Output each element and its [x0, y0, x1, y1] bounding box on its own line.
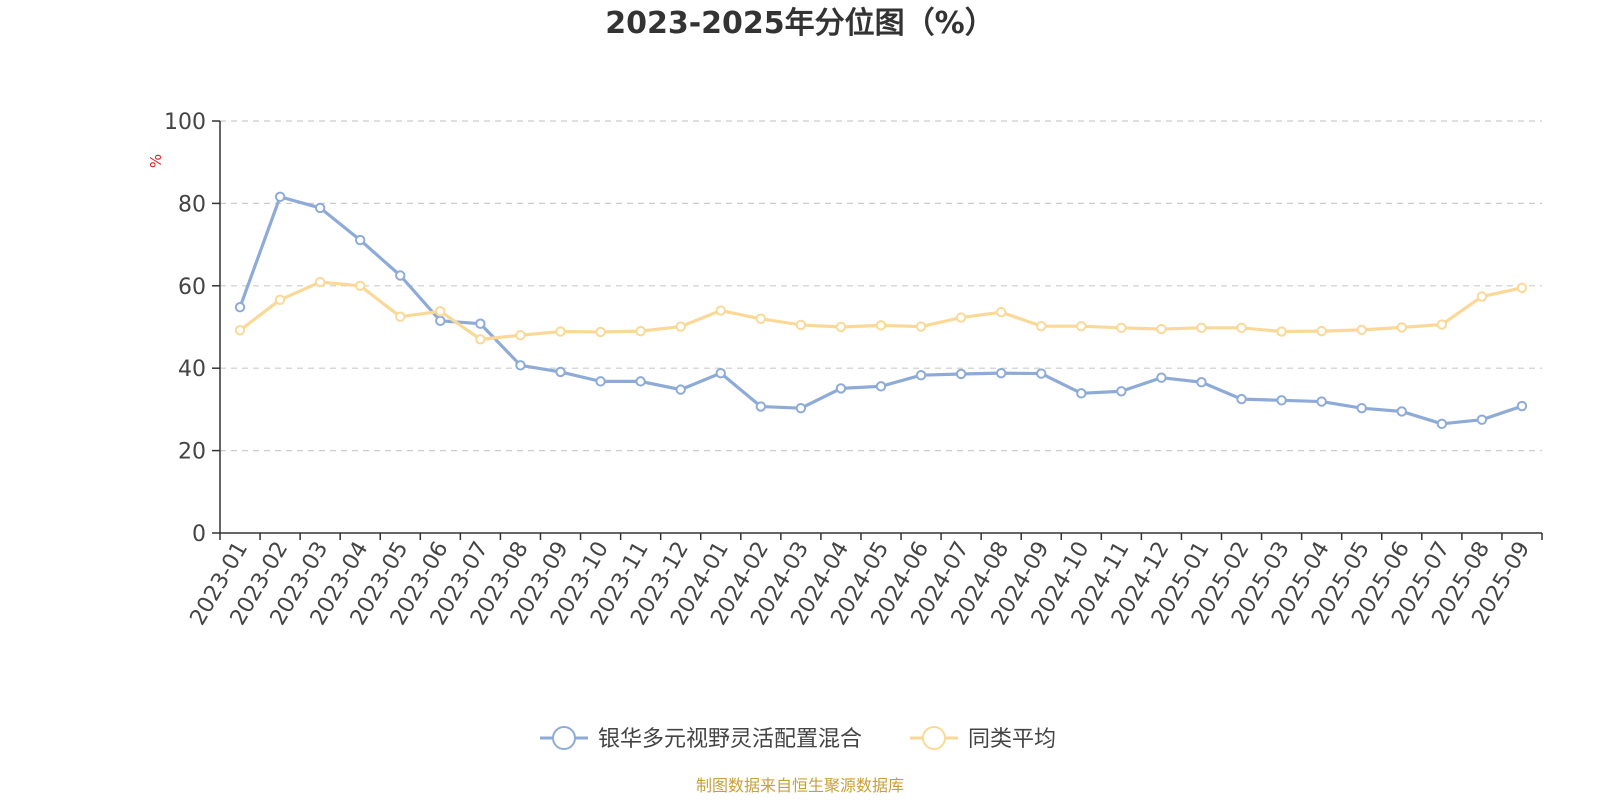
series-2-point[interactable] [515, 330, 526, 341]
series-1-point[interactable] [1156, 372, 1167, 383]
series-2-point[interactable] [555, 326, 566, 337]
series-1-point[interactable] [995, 367, 1007, 379]
series-1-point[interactable] [1436, 418, 1448, 430]
y-tick-label: 0 [192, 522, 206, 547]
series-2-point[interactable] [1116, 322, 1127, 334]
series-2-point[interactable] [1516, 282, 1528, 294]
legend-marker [922, 726, 946, 750]
series-2-point[interactable] [234, 325, 246, 336]
grid-lines [220, 120, 1542, 452]
series-1-point[interactable] [795, 402, 807, 414]
legend-label: 同类平均 [968, 727, 1056, 752]
series-2-point[interactable] [1396, 322, 1407, 333]
y-tick-label: 100 [164, 110, 206, 135]
series-1-point[interactable] [1196, 377, 1207, 388]
chart-title: 2023-2025年分位图（%） [605, 6, 995, 41]
series-2-point[interactable] [314, 276, 326, 288]
series-1-point[interactable] [515, 360, 526, 371]
series-1-point[interactable] [555, 366, 566, 378]
series-1-point[interactable] [1116, 386, 1127, 397]
series-2-point[interactable] [1436, 319, 1448, 330]
data-source-note: 制图数据来自恒生聚源数据库 [696, 776, 904, 795]
series-1-point[interactable] [1396, 406, 1407, 417]
y-tick-label: 20 [178, 440, 206, 465]
series-1-point[interactable] [355, 234, 366, 246]
series-1-point[interactable] [1276, 395, 1287, 406]
y-tick-label: 40 [178, 357, 206, 382]
series-2-point[interactable] [795, 319, 807, 331]
series-2-point[interactable] [1276, 326, 1287, 337]
series-1-point[interactable] [635, 376, 646, 387]
series-1-point[interactable] [234, 302, 246, 313]
series-2-point[interactable] [435, 306, 446, 317]
series-1-point[interactable] [274, 191, 286, 203]
series-1-point[interactable] [755, 401, 767, 412]
series-2-point[interactable] [835, 321, 847, 333]
series-layer [234, 191, 1528, 430]
series-1-point[interactable] [1236, 393, 1247, 405]
series-1-point[interactable] [955, 368, 967, 380]
series-2-point[interactable] [755, 313, 767, 324]
series-1-point[interactable] [675, 384, 686, 395]
y-axis-label: % [147, 154, 165, 168]
series-2-point[interactable] [635, 325, 646, 337]
y-tick-label: 80 [178, 192, 206, 217]
series-1-point[interactable] [595, 376, 606, 387]
series-2-point[interactable] [675, 321, 686, 332]
series-1-point[interactable] [1356, 402, 1367, 414]
series-2-point[interactable] [395, 311, 406, 322]
series-1-point[interactable] [1036, 368, 1047, 379]
legend-marker [552, 726, 576, 750]
legend-label: 银华多元视野灵活配置混合 [598, 727, 862, 752]
series-1-point[interactable] [435, 315, 446, 327]
series-2-point[interactable] [1356, 324, 1367, 336]
legend-item-2[interactable]: 同类平均 [910, 726, 1056, 752]
legend-item-1[interactable]: 银华多元视野灵活配置混合 [540, 726, 862, 752]
series-1-point[interactable] [1476, 414, 1488, 425]
series-1-point[interactable] [1076, 388, 1087, 399]
series-1-point[interactable] [835, 383, 847, 394]
legend[interactable]: 银华多元视野灵活配置混合 同类平均 [540, 726, 1056, 752]
series-2-point[interactable] [355, 280, 366, 291]
series-2-point[interactable] [715, 305, 726, 316]
series-2-point[interactable] [1196, 322, 1207, 334]
series-1-point[interactable] [475, 318, 486, 329]
series-1-point[interactable] [715, 367, 726, 379]
series-2-point[interactable] [475, 334, 486, 345]
series-1-point[interactable] [1516, 400, 1528, 412]
series-2-point[interactable] [955, 312, 967, 323]
series-2-point[interactable] [1236, 322, 1247, 334]
series-1-point[interactable] [1316, 396, 1327, 407]
series-2-point[interactable] [595, 326, 606, 338]
series-2-point[interactable] [1476, 291, 1488, 302]
series-2-point[interactable] [1316, 325, 1327, 337]
series-1-point[interactable] [915, 370, 927, 381]
series-2-point[interactable] [995, 306, 1007, 318]
series-1-point[interactable] [314, 202, 326, 214]
series-2-point[interactable] [1156, 323, 1167, 335]
series-2-point[interactable] [1036, 320, 1047, 332]
series-1-point[interactable] [395, 270, 406, 281]
series-2-point[interactable] [1076, 320, 1087, 332]
series-2-point[interactable] [915, 321, 927, 332]
y-tick-label: 60 [178, 275, 206, 300]
axes: 0204060801002023-012023-022023-032023-04… [164, 110, 1543, 630]
series-2-point[interactable] [274, 294, 286, 306]
series-1-point[interactable] [875, 381, 887, 392]
series-2-point[interactable] [875, 320, 887, 331]
